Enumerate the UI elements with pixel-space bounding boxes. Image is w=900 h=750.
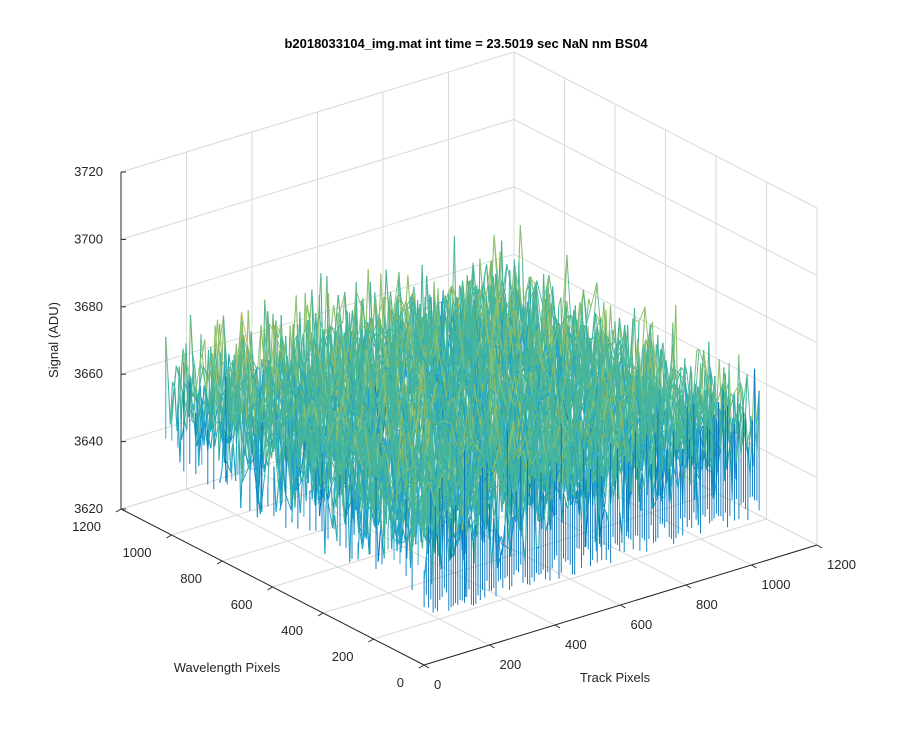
surface-segment [275,325,279,339]
surface-segment [452,286,456,298]
surface-segment [407,275,411,310]
wall-grid-line [513,118,818,276]
surface-segment [226,404,230,437]
surface-data [165,225,760,613]
surface-segment [199,352,204,361]
surface-segment [403,327,408,364]
wall-grid-line [120,186,515,308]
surface-segment [302,293,306,373]
surface-segment [192,354,196,370]
surface-segment [451,236,455,317]
surface-segment [214,432,218,447]
surface-segment [447,287,452,310]
surface-segment [477,295,482,318]
wall-grid-line [513,51,818,209]
surface-segment [221,408,225,470]
surface-segment [324,275,328,340]
wall-grid-line [120,118,515,240]
surface-segment [390,292,394,318]
surface-segment [444,315,449,323]
surface-segment [270,313,274,367]
surface-segment [220,315,225,396]
floor-grid-line [373,518,767,640]
surface-segment [247,406,252,451]
surface-segment [488,260,492,310]
surface-segment [219,352,224,394]
surface-segment [171,392,175,422]
wall-grid-line [513,186,818,344]
surface-segment [309,312,313,366]
surface-segment [198,409,202,467]
wall-grid-line [120,51,515,173]
surface-segment [343,317,347,355]
surface-segment [271,325,276,385]
surface-segment [479,258,483,286]
floor-grid-line [322,492,717,614]
surface-segment [293,295,297,335]
surface-segment [210,426,214,449]
surface-segment [216,319,221,362]
surface-segment [189,378,194,398]
surface-segment [199,393,203,400]
surface-segment [228,435,232,474]
surface-segment [200,333,204,367]
surface-segment [214,319,219,349]
surface-segment [207,428,211,431]
surface-segment [519,225,524,261]
surface-segment [389,299,393,340]
surface-segment [303,336,307,385]
surface-segment [179,390,183,463]
surface-segment [219,323,223,364]
surface-segment [247,309,252,355]
surface-segment [330,305,335,327]
surface-segment [270,366,275,378]
surface-segment [215,362,219,413]
surface-segment [222,346,226,394]
surface-segment [174,387,178,431]
surface-segment [342,291,346,324]
surface-segment [373,341,377,369]
surface-segment [232,376,236,420]
surface-segment [416,308,420,331]
surface-segment [333,305,337,325]
surface-segment [167,377,171,425]
surface-segment [298,341,303,384]
surface-segment [365,269,369,331]
